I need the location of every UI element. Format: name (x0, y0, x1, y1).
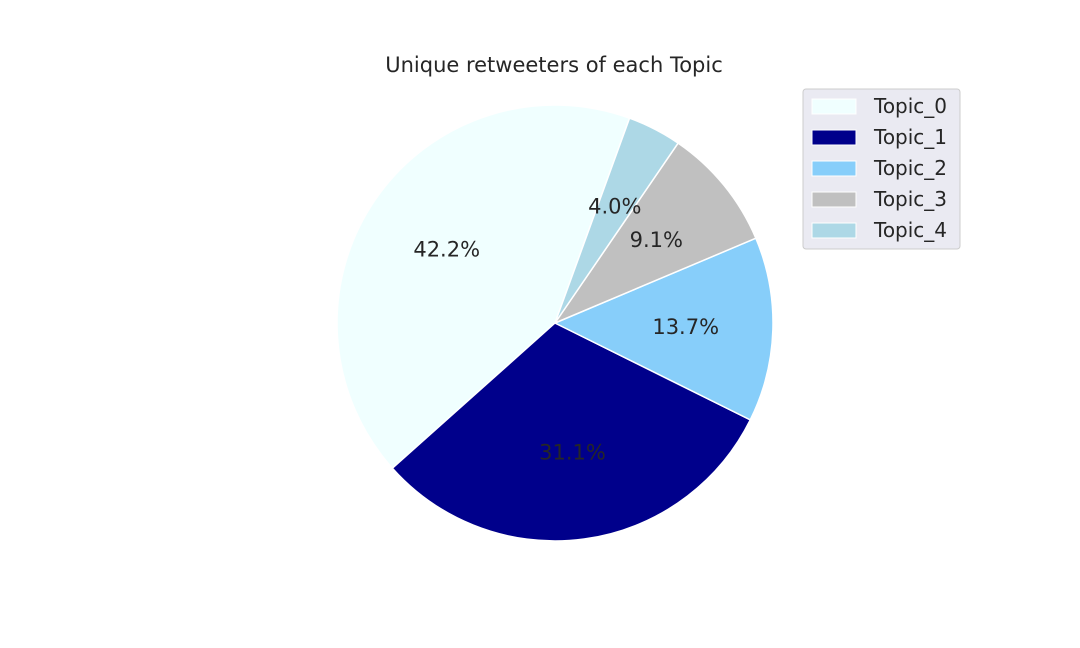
legend-label: Topic_0 (873, 94, 947, 118)
pct-label-topic-4: 4.0% (588, 195, 641, 219)
slice-percentage-labels: 42.2% 31.1% 13.7% 9.1% 4.0% (413, 195, 719, 465)
legend: Topic_0 Topic_1 Topic_2 Topic_3 Topic_4 (802, 88, 961, 250)
pie-slice-topic-2 (554, 237, 774, 421)
pct-label-topic-2: 13.7% (652, 315, 719, 339)
pie-slice-topic-0 (336, 104, 631, 469)
pie-slice-topic-1 (391, 322, 752, 542)
pie-slice-topic-3 (554, 142, 757, 324)
pie-slice-topic-4 (554, 117, 679, 324)
legend-swatch (811, 222, 857, 239)
legend-frame (802, 88, 961, 250)
legend-entry: Topic_0 (811, 94, 947, 118)
legend-entry: Topic_2 (811, 156, 947, 180)
pct-label-topic-3: 9.1% (630, 228, 683, 252)
legend-label: Topic_1 (873, 125, 947, 149)
legend-swatch (811, 191, 857, 208)
legend-entry: Topic_1 (811, 125, 947, 149)
pct-label-topic-0: 42.2% (413, 238, 480, 262)
legend-label: Topic_2 (873, 156, 947, 180)
legend-label: Topic_4 (873, 218, 947, 242)
pct-label-topic-1: 31.1% (539, 441, 606, 465)
legend-entry: Topic_4 (811, 218, 947, 242)
legend-label: Topic_3 (873, 187, 947, 211)
legend-entry: Topic_3 (811, 187, 947, 211)
legend-swatch (811, 98, 857, 115)
chart-title: Unique retweeters of each Topic (385, 53, 723, 77)
legend-swatch (811, 129, 857, 146)
pie-slices (336, 104, 774, 542)
legend-swatch (811, 160, 857, 177)
